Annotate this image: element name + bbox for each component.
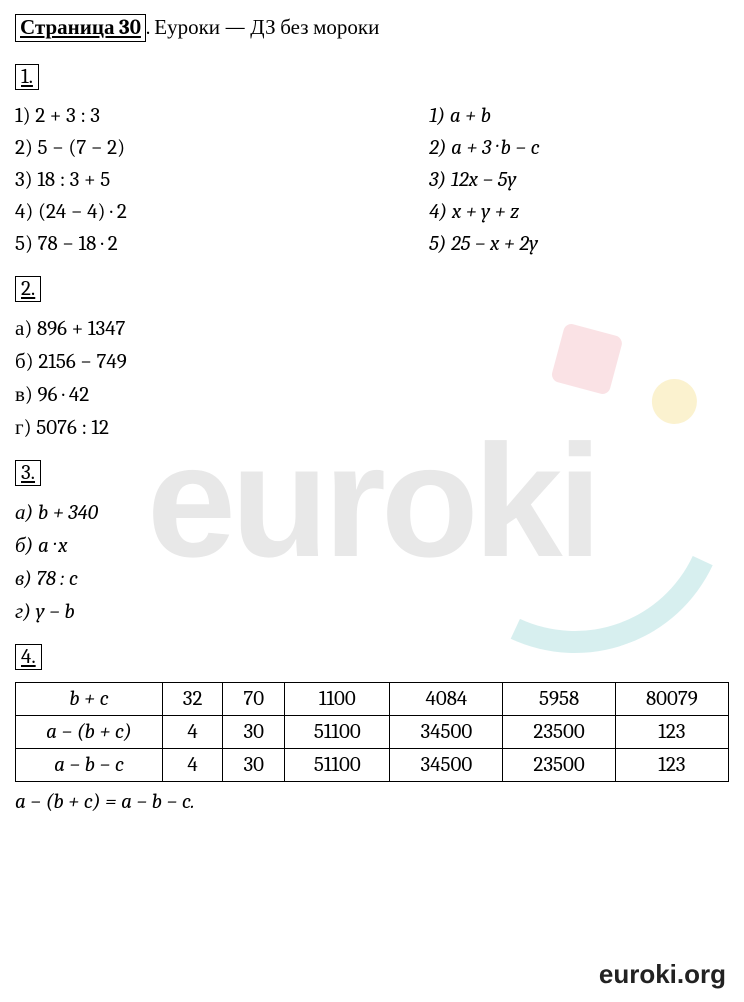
row-header: b + c <box>16 683 163 716</box>
table-cell: 34500 <box>390 749 503 782</box>
s2-item: б) 2156 − 749 <box>15 349 729 374</box>
section-number-1: 1. <box>15 64 39 90</box>
s1-right-item: 1) a + b <box>429 104 729 128</box>
table-cell: 23500 <box>503 716 615 749</box>
page-header: Страница 30. Еуроки — ДЗ без мороки <box>15 15 729 40</box>
s2-item: г) 5076 : 12 <box>15 415 729 440</box>
s3-item: в) 78 : c <box>15 566 729 591</box>
section-1: 1. 1) 2 + 3 : 3 2) 5 − (7 − 2) 3) 18 : 3… <box>15 52 729 264</box>
s1-right-item: 4) x + y + z <box>429 200 729 224</box>
table-cell: 80079 <box>615 683 728 716</box>
s1-left-item: 3) 18 : 3 + 5 <box>15 168 429 192</box>
s1-right-item: 3) 12x − 5y <box>429 168 729 192</box>
table-cell: 123 <box>615 749 728 782</box>
equation: a − (b + c) = a − b − c. <box>15 790 729 814</box>
s3-item: а) b + 340 <box>15 500 729 525</box>
s1-left-item: 4) (24 − 4) · 2 <box>15 200 429 224</box>
table-cell: 30 <box>223 716 285 749</box>
table-cell: 1100 <box>285 683 390 716</box>
table-cell: 4 <box>163 716 223 749</box>
s1-left-item: 2) 5 − (7 − 2) <box>15 136 429 160</box>
section-number-4: 4. <box>15 644 42 670</box>
table-cell: 51100 <box>285 716 390 749</box>
table-cell: 51100 <box>285 749 390 782</box>
s3-item: г) y − b <box>15 599 729 624</box>
table-cell: 4084 <box>390 683 503 716</box>
row-header: a − b − c <box>16 749 163 782</box>
table-cell: 30 <box>223 749 285 782</box>
section-1-left-column: 1) 2 + 3 : 3 2) 5 − (7 − 2) 3) 18 : 3 + … <box>15 96 429 264</box>
table-cell: 123 <box>615 716 728 749</box>
row-header: a − (b + c) <box>16 716 163 749</box>
table-cell: 5958 <box>503 683 615 716</box>
section-number-3: 3. <box>15 460 41 486</box>
table-row: a − b − c 4 30 51100 34500 23500 123 <box>16 749 729 782</box>
page-title: Страница 30 <box>15 14 146 42</box>
s1-left-item: 1) 2 + 3 : 3 <box>15 104 429 128</box>
s2-item: а) 896 + 1347 <box>15 316 729 341</box>
section-3: 3. а) b + 340 б) a · x в) 78 : c г) y − … <box>15 448 729 624</box>
s1-right-item: 2) a + 3 · b − c <box>429 136 729 160</box>
table-cell: 70 <box>223 683 285 716</box>
table-cell: 32 <box>163 683 223 716</box>
data-table: b + c 32 70 1100 4084 5958 80079 a − (b … <box>15 682 729 782</box>
table-cell: 23500 <box>503 749 615 782</box>
section-number-2: 2. <box>15 276 41 302</box>
page-content: Страница 30. Еуроки — ДЗ без мороки 1. 1… <box>15 15 729 814</box>
table-row: a − (b + c) 4 30 51100 34500 23500 123 <box>16 716 729 749</box>
section-1-right-column: 1) a + b 2) a + 3 · b − c 3) 12x − 5y 4)… <box>429 96 729 264</box>
section-2: 2. а) 896 + 1347 б) 2156 − 749 в) 96 · 4… <box>15 264 729 440</box>
section-4: 4. b + c 32 70 1100 4084 5958 80079 a − … <box>15 632 729 814</box>
s1-right-item: 5) 25 − x + 2y <box>429 232 729 256</box>
table-row: b + c 32 70 1100 4084 5958 80079 <box>16 683 729 716</box>
footer-brand-text: euroki.org <box>599 959 726 989</box>
table-cell: 34500 <box>390 716 503 749</box>
page-subtitle: . Еуроки — ДЗ без мороки <box>146 16 379 40</box>
s2-item: в) 96 · 42 <box>15 382 729 407</box>
s3-item: б) a · x <box>15 533 729 558</box>
table-cell: 4 <box>163 749 223 782</box>
s1-left-item: 5) 78 − 18 · 2 <box>15 232 429 256</box>
footer-brand: euroki.org <box>599 959 726 990</box>
